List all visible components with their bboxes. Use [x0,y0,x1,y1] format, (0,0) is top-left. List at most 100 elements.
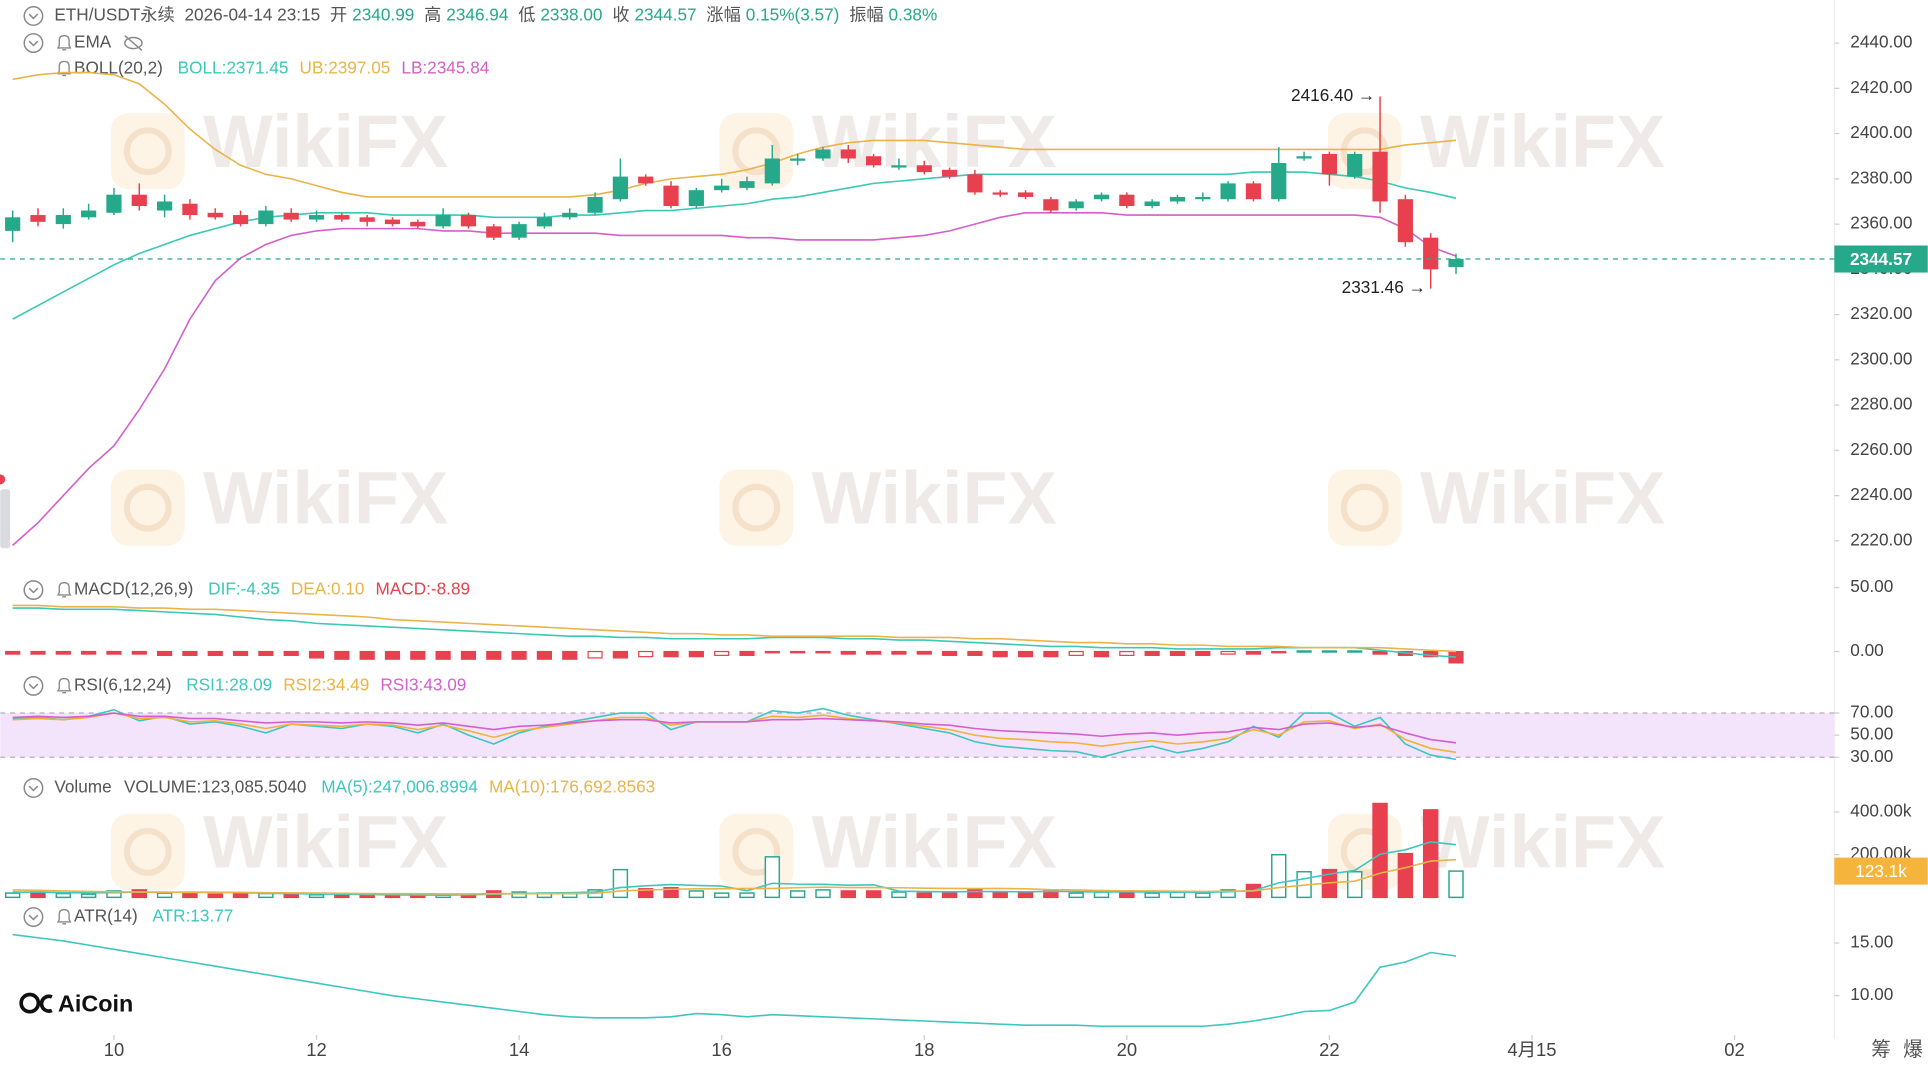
candle-body [359,217,375,222]
candle-body [106,194,122,213]
legend-entry: UB:2397.05 [300,57,391,77]
candle-body [1169,196,1186,202]
collapse-icon-chevron [28,40,39,47]
legend-entry: RSI2:34.49 [283,674,369,694]
volume-bar [637,888,654,899]
collapse-icon[interactable] [23,580,44,601]
visibility-icon[interactable] [124,36,143,50]
macd-bar [258,650,274,656]
y-tick-label: 2320.00 [1850,303,1912,323]
candle-body [157,201,173,211]
macd-bar [182,650,198,656]
macd-bar [638,650,654,658]
macd-bar [384,650,401,660]
alert-icon[interactable] [56,60,72,77]
volume-bar [612,868,629,899]
watermark-logo-mark [732,827,781,876]
collapse-icon[interactable] [23,907,44,927]
x-tick-label: 12 [306,1039,326,1060]
y-tick-label: 50.00 [1850,576,1893,596]
watermark-logo [110,469,185,546]
y-tick-label: 70.00 [1850,702,1893,722]
logo-mark-c [39,994,53,1013]
macd-bar [207,650,223,656]
macd-bar [1271,650,1287,654]
alert-icon[interactable] [56,677,72,694]
x-tick-label: 22 [1319,1039,1340,1060]
macd-bar [1068,650,1084,656]
legend-entry: DIF:-4.35 [208,579,280,599]
candle-body [714,185,730,191]
header-value: 2344.57 [634,5,696,25]
header-label: 高 [424,5,441,25]
last-volume-box [1834,857,1928,885]
candle-body [1220,183,1236,200]
rsi-band [0,713,1835,758]
candle-body [460,215,477,227]
indicator-title: ATR(14) [74,906,138,926]
collapse-icon[interactable] [23,33,44,53]
alert-icon[interactable] [56,908,72,925]
collapse-icon-chevron [28,914,39,921]
volume-bar [4,892,21,899]
volume-bar [1093,891,1110,899]
header-label: 振幅 [849,5,883,25]
macd-bar [967,650,983,656]
macd-bar [157,650,173,656]
macd-bar [891,650,907,655]
candle-body [663,185,679,207]
watermark-logo-mark [732,483,781,532]
candle-body [1347,153,1363,177]
macd-bar [30,650,46,655]
candle-body [1195,196,1211,200]
header-value: 0.38% [889,5,938,25]
header-value: 2340.99 [352,5,414,25]
watermark: WikiFX [203,456,448,539]
candle-body [1068,201,1084,209]
volume-bar [283,893,299,899]
macd-bar [916,650,932,655]
corner-icon[interactable]: 爆 [1903,1039,1923,1061]
side-tab[interactable] [0,489,11,549]
candle-body [384,219,401,225]
volume-bar [1144,892,1160,899]
macd-bar [663,650,679,658]
candle-body [283,212,299,220]
volume-bar [1068,892,1084,899]
collapse-icon[interactable] [23,6,44,26]
candle-body [5,217,21,231]
macd-bar [764,650,780,654]
indicator-line [12,211,1457,546]
alert-icon[interactable] [56,34,72,51]
y-tick-label: 2380.00 [1850,167,1912,187]
volume-bar [789,890,806,899]
indicator-line [12,858,1457,895]
candle-body [562,212,578,218]
collapse-icon[interactable] [23,675,44,696]
macd-bar [1296,650,1312,653]
candle-body [891,165,907,168]
header-value: 0.15%(3.57) [746,5,840,25]
watermark-logo [719,113,794,190]
candle-body [1144,201,1160,207]
alert-icon[interactable] [56,581,72,598]
candle-body [81,210,97,218]
macd-bar [1043,650,1059,658]
logo-mark [19,992,41,1014]
macd-bar [587,650,603,659]
watermark-logo [719,469,794,546]
macd-bar [1144,650,1160,656]
collapse-icon-chevron [28,785,39,792]
y-tick-label: 2420.00 [1850,77,1912,97]
macd-bar [714,650,730,656]
volume-bar [55,892,72,899]
x-tick-label: 18 [914,1039,934,1060]
volume-bar [182,892,198,899]
y-tick-label: 10.00 [1850,984,1893,1004]
collapse-icon[interactable] [23,778,44,798]
last-volume-label: 123.1k [1855,861,1907,881]
header-text: ETH/USDT永续 [54,5,174,25]
volume-bar [80,893,97,899]
corner-icon[interactable]: 筹 [1871,1039,1891,1061]
